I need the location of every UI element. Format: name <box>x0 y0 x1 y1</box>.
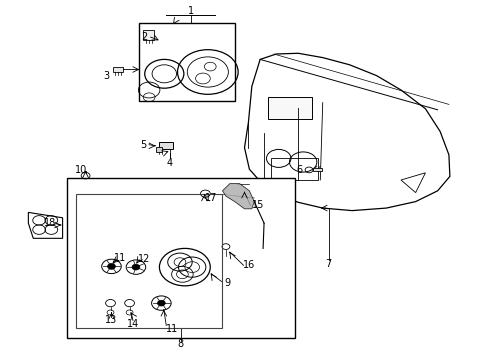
Text: 8: 8 <box>178 339 183 349</box>
Polygon shape <box>222 184 254 209</box>
Text: 17: 17 <box>204 193 217 203</box>
Polygon shape <box>28 212 62 238</box>
Text: 5: 5 <box>141 140 146 150</box>
Circle shape <box>107 264 115 269</box>
Text: 1: 1 <box>187 6 193 16</box>
Bar <box>67 178 294 338</box>
Circle shape <box>132 264 140 270</box>
Bar <box>267 97 311 119</box>
Polygon shape <box>244 53 449 211</box>
Text: 4: 4 <box>166 158 172 168</box>
Bar <box>159 142 172 149</box>
Text: 9: 9 <box>224 278 230 288</box>
Text: 13: 13 <box>105 315 118 325</box>
Text: 2: 2 <box>142 32 147 42</box>
Text: 10: 10 <box>74 165 87 175</box>
Bar <box>155 147 162 152</box>
Text: 11: 11 <box>165 324 178 334</box>
Circle shape <box>157 300 165 306</box>
Bar <box>76 194 222 328</box>
Text: 16: 16 <box>243 260 255 270</box>
Bar <box>312 168 321 171</box>
Text: 12: 12 <box>137 254 150 264</box>
Bar <box>113 67 123 72</box>
Bar <box>271 158 317 180</box>
Text: 6: 6 <box>296 165 302 175</box>
Bar <box>139 23 234 101</box>
Text: 11: 11 <box>113 253 126 264</box>
Polygon shape <box>400 173 425 193</box>
Text: 7: 7 <box>325 258 331 269</box>
Text: 18: 18 <box>43 218 56 228</box>
Bar <box>142 30 153 40</box>
Text: 15: 15 <box>251 200 264 210</box>
Text: 14: 14 <box>126 319 139 329</box>
Text: 3: 3 <box>103 71 109 81</box>
